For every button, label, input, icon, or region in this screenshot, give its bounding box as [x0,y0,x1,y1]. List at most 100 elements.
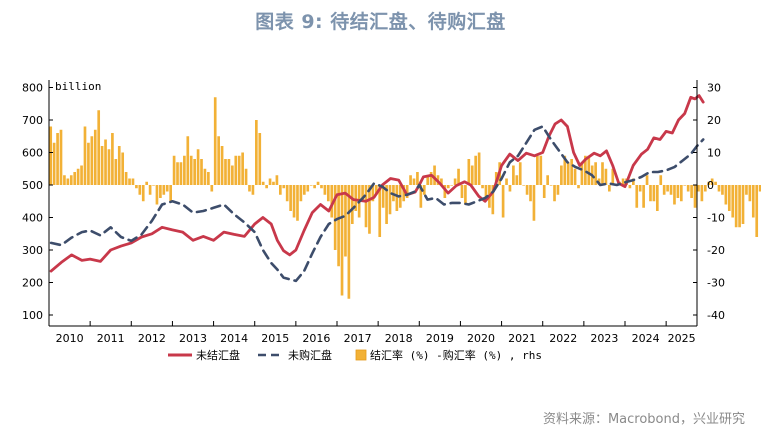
bar [193,159,196,185]
bar [450,185,454,186]
bar [364,185,368,228]
bar [316,181,320,185]
bar [152,185,155,186]
x-tick-label: 2020 [467,332,495,345]
x-tick-label: 2011 [97,332,125,345]
y-left-tick-label: 600 [22,147,43,160]
bar [224,159,227,185]
x-tick-label: 2025 [668,332,696,345]
x-tick-label: 2014 [220,332,248,345]
bar [135,185,138,189]
bar [63,175,66,185]
bar [570,159,573,185]
bar [83,126,87,185]
bar [608,185,611,192]
bar [734,185,738,228]
y-right-tick-label: 10 [707,147,721,160]
bar [707,181,711,185]
bar [505,178,508,185]
bar [337,185,340,267]
bar [638,185,642,192]
bar [642,185,645,208]
x-tick-label: 2012 [138,332,166,345]
series-line-purchase [49,125,705,283]
chart-title: 图表 9: 待结汇盘、待购汇盘 [255,11,506,33]
bar [409,175,412,185]
bar [604,168,608,185]
bar [440,178,443,185]
bar [655,185,659,211]
bar [141,185,145,202]
bar [539,155,543,185]
bar [279,185,282,195]
bar [666,185,669,192]
bar [669,185,673,195]
bar [697,185,700,192]
x-tick-label: 2018 [385,332,413,345]
bar [405,185,409,198]
bar [268,178,272,185]
x-tick-label: 2019 [426,332,454,345]
bar [330,185,334,218]
bar [522,185,525,186]
bar [179,162,183,185]
bar [683,185,687,186]
bar [676,185,680,198]
bar [326,185,330,202]
bar [121,152,125,185]
bars-layer [49,97,761,299]
bar [148,185,152,195]
bar [371,185,375,202]
x-tick-label: 2021 [508,332,536,345]
bar [464,185,467,205]
bar [652,185,656,202]
bar [289,185,292,211]
bar [203,168,207,185]
bar [296,185,299,221]
bar [145,181,149,185]
y-right-tick-label: 30 [707,82,721,95]
x-tick-label: 2015 [261,332,289,345]
bar [477,152,481,185]
bar [155,185,159,205]
bar [261,181,265,185]
bar [628,185,632,189]
bar [727,185,731,211]
bar [422,185,426,195]
bar [231,165,234,185]
bar [52,142,56,185]
x-tick-label: 2010 [56,332,84,345]
bar [395,185,399,211]
bar [56,133,59,185]
bar [285,185,289,202]
x-tick-label: 2022 [549,332,577,345]
bar [165,185,169,192]
bar [755,185,759,237]
bar [234,155,238,185]
bar [172,155,176,185]
bar [426,175,430,185]
bar [700,185,704,202]
bar [244,168,248,185]
bar [632,178,635,185]
y-left-tick-label: 300 [22,244,43,257]
bar [258,133,262,185]
bar [333,185,337,250]
bar [758,185,761,192]
bar [481,185,484,189]
bar [536,155,539,185]
bar [128,178,131,185]
bar [309,185,313,186]
bar [93,129,97,185]
bar [237,155,241,185]
bar [714,181,717,185]
bar [111,133,114,185]
bar [446,185,450,189]
bar [584,155,587,185]
bar [49,126,53,185]
y-right-tick-label: -40 [707,309,725,322]
bar [189,155,193,185]
y-right-tick-label: -20 [707,244,725,257]
bar [601,162,604,185]
